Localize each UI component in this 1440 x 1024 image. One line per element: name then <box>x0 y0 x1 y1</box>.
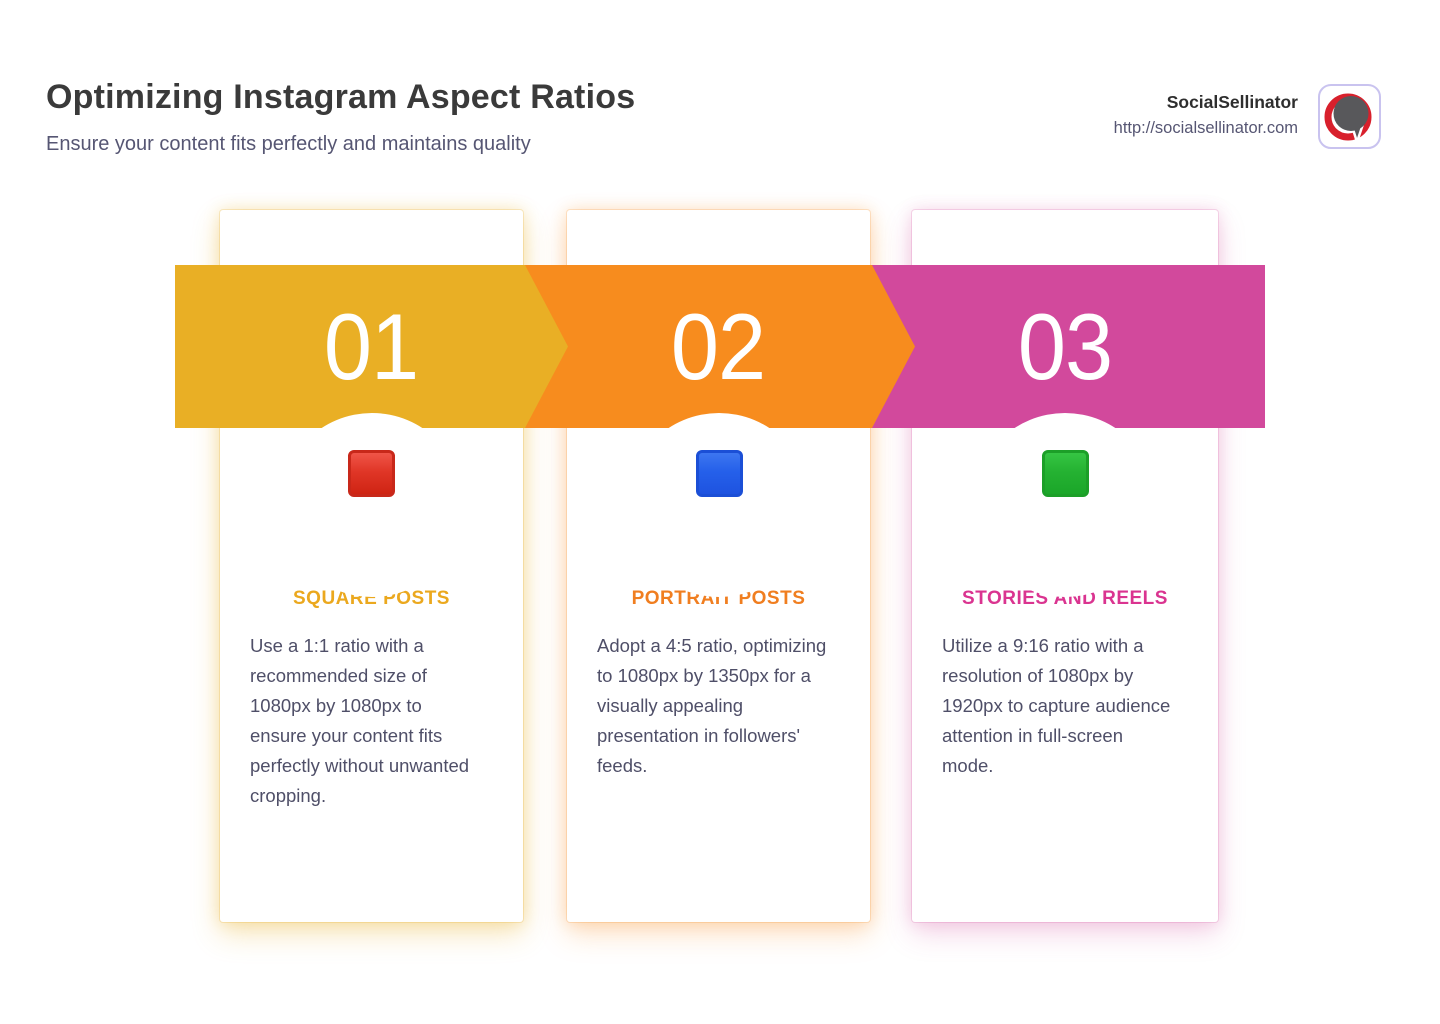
step-description: Adopt a 4:5 ratio, optimizing to 1080px … <box>597 635 827 776</box>
green-square-icon <box>1042 450 1089 497</box>
step-title: SQUARE POSTS <box>293 588 450 609</box>
step-number: 03 <box>1017 293 1113 399</box>
card-notch <box>280 413 464 597</box>
step-title: STORIES AND REELS <box>962 588 1168 609</box>
speech-bubble-logo-icon <box>1324 93 1372 147</box>
card-notch <box>627 413 811 597</box>
brand-name: SocialSellinator <box>1166 92 1298 112</box>
page-subtitle: Ensure your content fits perfectly and m… <box>46 133 531 155</box>
step-title: PORTRAIT POSTS <box>631 588 806 609</box>
banner-segment-2 <box>525 265 915 428</box>
page-title: Optimizing Instagram Aspect Ratios <box>46 78 636 116</box>
chevron-banner-graphic <box>175 265 1265 428</box>
step-description: Utilize a 9:16 ratio with a resolution o… <box>942 635 1171 776</box>
banner-segment-1 <box>175 265 568 428</box>
banner-segment-3 <box>872 265 1265 428</box>
brand-url[interactable]: http://socialsellinator.com <box>1113 119 1298 137</box>
step-number: 01 <box>323 293 419 399</box>
brand-block: SocialSellinator http://socialsellinator… <box>1114 92 1298 138</box>
step-description: Use a 1:1 ratio with a recommended size … <box>250 635 470 806</box>
blue-square-icon <box>696 450 743 497</box>
brand-logo <box>1318 84 1381 149</box>
card-notch <box>973 413 1157 597</box>
red-square-icon <box>348 450 395 497</box>
step-number: 02 <box>670 293 766 399</box>
step-banner: 01 02 03 <box>175 265 1265 428</box>
